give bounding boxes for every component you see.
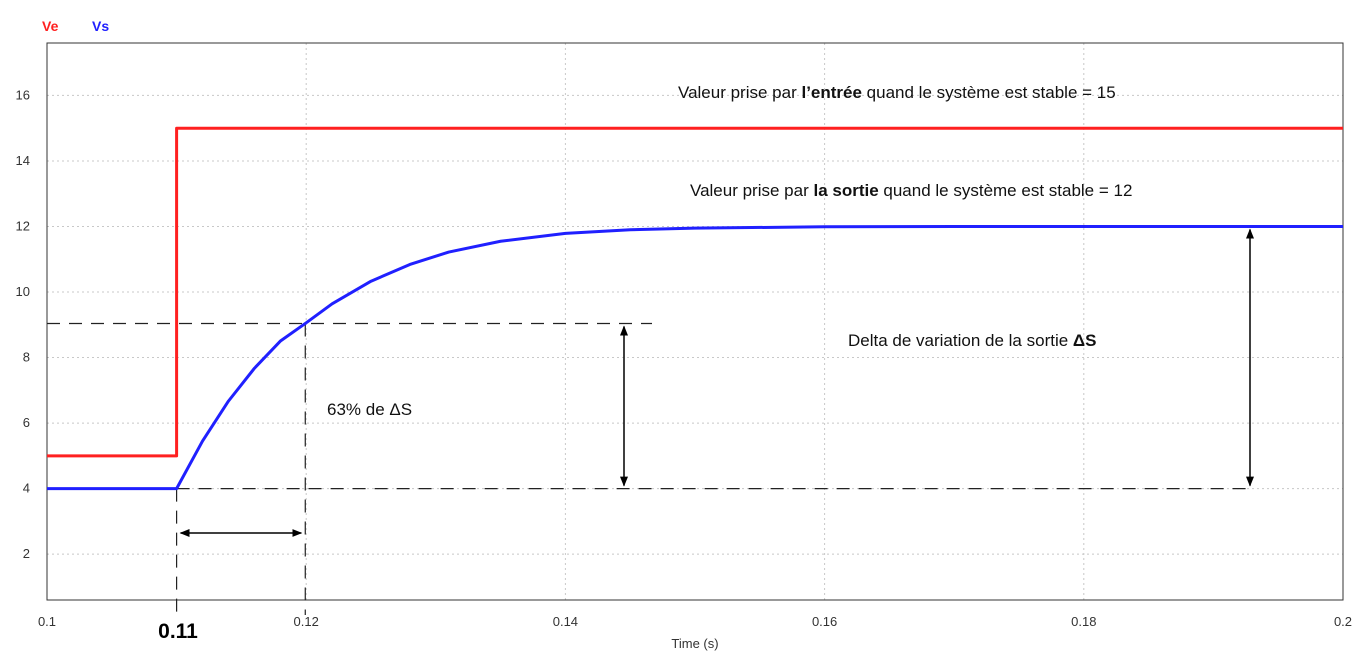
y-axis: 2 4 6 8 10 12 14 16	[16, 87, 30, 561]
arrows	[179, 228, 1254, 537]
x-tick-label: 0.18	[1071, 614, 1096, 629]
guide-lines	[47, 322, 1250, 615]
legend-ve: Ve	[42, 18, 59, 34]
x-tick-label-highlight: 0.11	[158, 620, 198, 643]
series	[47, 126, 1343, 491]
y-tick-label: 6	[23, 415, 30, 430]
series-vs	[47, 224, 1343, 491]
y-tick-label: 12	[16, 218, 30, 233]
x-tick-label: 0.14	[553, 614, 578, 629]
grid	[47, 43, 1343, 600]
x-tick-label: 0.12	[294, 614, 319, 629]
x-axis: 0.1 0.12 0.14 0.16 0.18 0.2	[38, 614, 1352, 629]
plot-frame	[46, 42, 1344, 601]
annotation-63-percent: 63% de ΔS	[327, 400, 412, 419]
y-tick-label: 10	[16, 284, 30, 299]
series-ve	[47, 126, 1343, 458]
y-tick-label: 4	[23, 481, 30, 496]
x-tick-label: 0.1	[38, 614, 56, 629]
annotation-delta-s: Delta de variation de la sortie ΔS	[848, 331, 1096, 350]
y-tick-label: 16	[16, 87, 30, 102]
annotation-input-stable: Valeur prise par l’entrée quand le systè…	[678, 83, 1116, 102]
x-axis-label: Time (s)	[671, 636, 718, 651]
y-tick-label: 14	[16, 153, 30, 168]
y-tick-label: 2	[23, 546, 30, 561]
legend-vs: Vs	[92, 18, 109, 34]
x-tick-label: 0.2	[1334, 614, 1352, 629]
x-tick-label: 0.16	[812, 614, 837, 629]
annotation-output-stable: Valeur prise par la sortie quand le syst…	[690, 181, 1132, 200]
y-tick-label: 8	[23, 350, 30, 365]
